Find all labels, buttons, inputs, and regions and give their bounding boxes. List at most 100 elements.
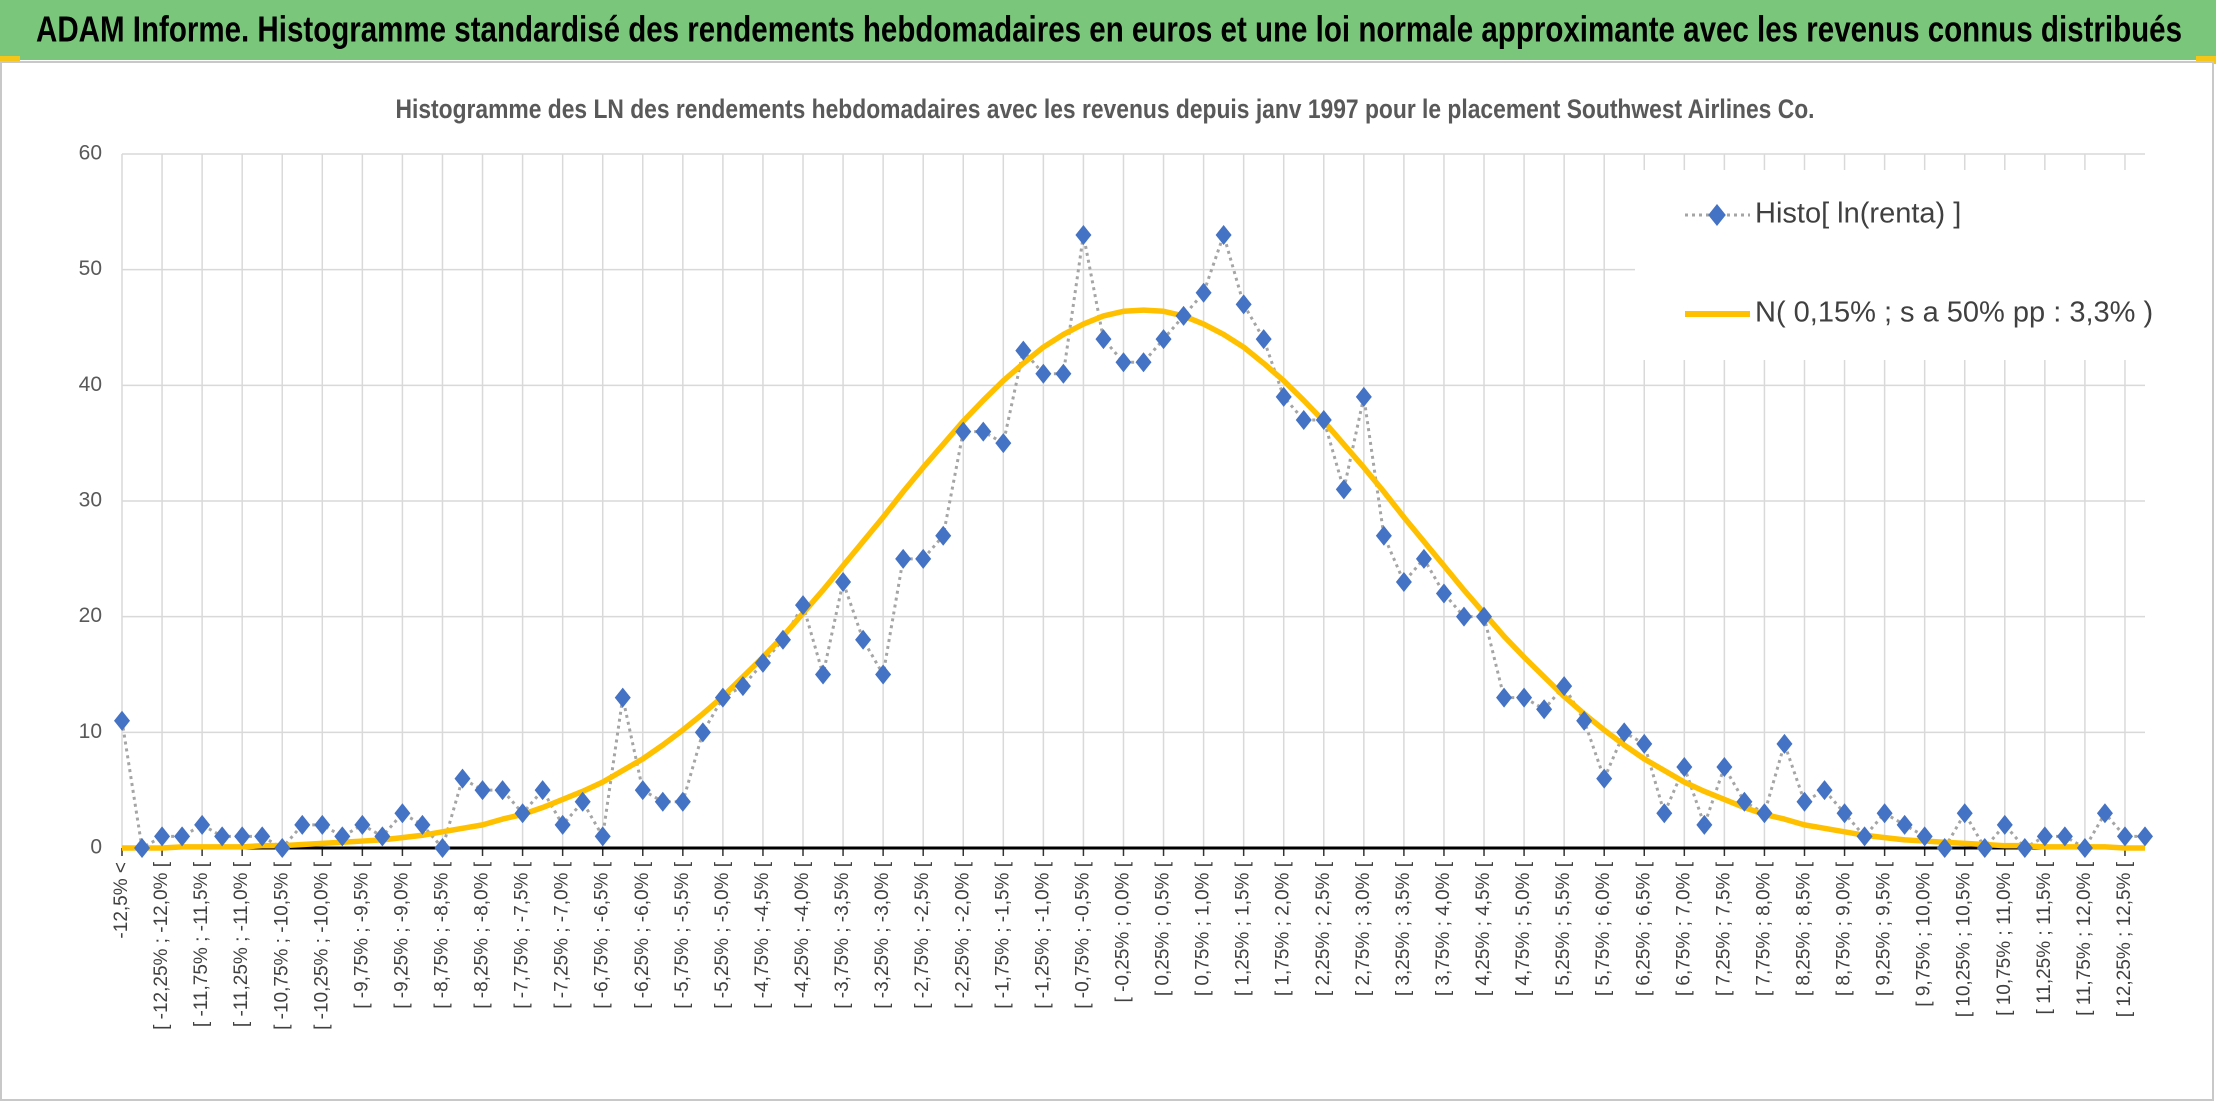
legend: Histo[ ln(renta) ] N( 0,15% ; s a 50% pp … [1635,170,2155,360]
legend-marker [1708,204,1726,226]
x-tick-label: [ -10,75% ; -10,5% [ [271,861,292,1030]
marker [915,548,932,569]
x-tick-label: [ 11,75% ; 12,0% [ [2074,861,2095,1016]
legend-label: N( 0,15% ; s a 50% pp : 3,3% ) [1755,297,2153,329]
x-tick-label: [ -1,75% ; -1,5% [ [992,861,1013,1009]
x-tick-label: [ 0,75% ; 1,0% [ [1193,861,1214,996]
marker [1956,803,1973,824]
x-tick-label: [ 9,25% ; 9,5% [ [1874,861,1895,996]
chart-title: Histogramme des LN des rendements hebdom… [396,94,1815,124]
marker [474,780,491,801]
marker [1976,838,1993,858]
marker [1496,687,1513,708]
legend-label: Histo[ ln(renta) ] [1755,198,1961,230]
marker [1656,803,1673,824]
marker [374,826,391,847]
y-tick-label: 30 [79,489,102,512]
corner-mark [0,56,20,64]
marker [294,814,311,835]
x-tick-label: [ -4,25% ; -4,0% [ [792,861,813,1009]
marker [815,664,832,685]
y-tick-label: 0 [90,836,102,859]
marker [1015,340,1032,361]
marker [1355,386,1372,407]
marker [1536,699,1553,720]
marker [1736,791,1753,812]
marker [714,687,731,708]
y-tick-label: 40 [79,373,102,396]
marker [494,780,511,801]
marker [955,421,972,442]
marker [795,595,812,616]
banner [0,0,2216,60]
marker [1716,757,1733,778]
marker [674,791,691,812]
x-tick-label: [ 8,75% ; 9,0% [ [1834,861,1855,996]
marker [1195,282,1212,303]
x-tick-label: [ 10,25% ; 10,5% [ [1954,861,1975,1017]
marker [1375,525,1392,546]
marker [354,814,371,835]
y-tick-label: 50 [79,257,102,280]
marker [1916,826,1933,847]
marker [2076,838,2093,858]
marker [394,803,411,824]
marker [454,768,471,789]
x-tick-label: [ -10,25% ; -10,0% [ [311,861,332,1030]
marker [1255,329,1272,350]
marker [254,826,271,847]
marker [1476,606,1493,627]
marker [734,676,751,697]
x-tick-label: [ 10,75% ; 11,0% [ [1994,861,2015,1016]
x-tick-label: [ 3,25% ; 3,5% [ [1393,861,1414,996]
x-tick-label: [ -9,75% ; -9,5% [ [351,861,372,1009]
marker [895,548,912,569]
marker [654,791,671,812]
legend-box [1635,170,2155,360]
x-tick-label: [ -11,75% ; -11,5% [ [191,861,212,1027]
marker [2016,838,2033,858]
marker [614,687,631,708]
x-tick-label: [ 11,25% ; 11,5% [ [2034,861,2055,1014]
x-tick-label: [ -0,75% ; -0,5% [ [1072,861,1093,1009]
marker [2116,826,2133,847]
marker [434,838,451,858]
marker [1435,583,1452,604]
marker [214,826,231,847]
marker [1415,548,1432,569]
x-tick-label: [ 7,75% ; 8,0% [ [1753,861,1774,996]
grid: 0 10 20 30 40 50 60 -12,5% < [ -12,25% ; -12,0% … [79,142,2145,1030]
marker [334,826,351,847]
marker [1215,224,1232,245]
marker [1315,410,1332,431]
x-tick-label: [ -2,75% ; -2,5% [ [912,861,933,1009]
marker [855,629,872,650]
marker [1235,294,1252,315]
marker [174,826,191,847]
x-tick-label: [ 0,25% ; 0,5% [ [1153,861,1174,996]
banner-title: ADAM Informe. Histogramme standardisé de… [36,9,2182,50]
marker [2056,826,2073,847]
x-tick-label: [ -3,25% ; -3,0% [ [872,861,893,1009]
x-tick-label: [ -2,25% ; -2,0% [ [952,861,973,1009]
marker [414,814,431,835]
marker [1836,803,1853,824]
x-tick-label: [ -12,25% ; -12,0% [ [151,861,172,1030]
x-tick-label: [ -5,75% ; -5,5% [ [672,861,693,1009]
marker [1135,352,1152,373]
marker [694,722,711,743]
y-tick-label: 60 [79,142,102,165]
x-tick-label: [ 8,25% ; 8,5% [ [1794,861,1815,996]
marker [1856,826,1873,847]
x-tick-label: [ 6,25% ; 6,5% [ [1633,861,1654,996]
marker [1556,676,1573,697]
x-tick-label: [ -1,25% ; -1,0% [ [1032,861,1053,1009]
marker [2096,803,2113,824]
x-tick-label: [ 12,25% ; 12,5% [ [2114,861,2135,1017]
marker [1095,329,1112,350]
marker [995,433,1012,454]
marker [2137,826,2153,847]
marker [1596,768,1613,789]
marker [1796,791,1813,812]
x-tick-label: [ 5,25% ; 5,5% [ [1553,861,1574,996]
